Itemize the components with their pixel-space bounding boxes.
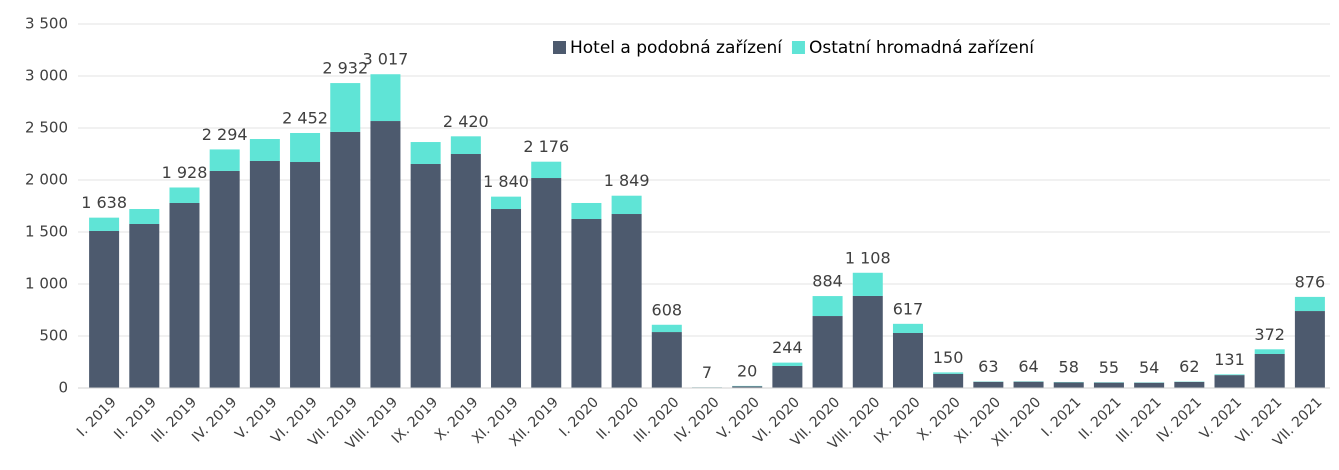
total-label: 876 xyxy=(1295,272,1326,291)
legend-swatch xyxy=(791,41,805,54)
total-label: 884 xyxy=(812,272,843,291)
bar-segment xyxy=(209,170,240,388)
total-label: 62 xyxy=(1179,357,1199,376)
bar-segment xyxy=(651,324,682,333)
bar-segment xyxy=(772,362,803,366)
total-label: 150 xyxy=(933,348,964,367)
y-tick-label: 0 xyxy=(58,379,68,397)
bar-segment xyxy=(410,163,441,388)
bar-segment xyxy=(330,83,361,132)
legend-swatch xyxy=(553,41,566,54)
bar-segment xyxy=(290,132,321,163)
bar-segment xyxy=(892,323,923,333)
bar-segment xyxy=(249,160,280,388)
y-tick-label: 1 000 xyxy=(25,275,68,293)
legend-label: Hotel a podobná zařízení xyxy=(570,38,783,58)
bar-segment xyxy=(450,154,481,388)
bar-segment xyxy=(290,162,321,388)
bar-segment xyxy=(812,296,843,317)
bar-segment xyxy=(89,230,120,388)
legend-label: Ostatní hromadná zařízení xyxy=(809,38,1035,58)
total-label: 55 xyxy=(1099,358,1119,377)
bar-segment xyxy=(933,372,964,374)
bar-segment xyxy=(571,202,602,219)
total-label: 1 638 xyxy=(81,193,127,212)
y-tick-label: 3 000 xyxy=(25,67,68,85)
bar-segment xyxy=(1214,375,1245,388)
total-label: 617 xyxy=(893,299,924,318)
total-label: 54 xyxy=(1139,358,1159,377)
bar-segment xyxy=(933,373,964,388)
total-label: 372 xyxy=(1254,325,1285,344)
total-label: 2 294 xyxy=(202,125,248,144)
total-label: 1 840 xyxy=(483,172,529,191)
bar-segment xyxy=(1294,296,1325,312)
total-label: 58 xyxy=(1059,357,1079,376)
bar-segment xyxy=(410,142,441,164)
bar-segment xyxy=(491,196,522,210)
bar-segment xyxy=(1053,382,1084,388)
y-tick-label: 2 500 xyxy=(25,119,68,137)
bar-segment xyxy=(852,295,883,388)
total-label: 2 420 xyxy=(443,112,489,131)
total-label: 20 xyxy=(737,361,757,380)
total-label: 3 017 xyxy=(363,50,409,69)
bar-segment xyxy=(852,272,883,296)
bar-segment xyxy=(651,332,682,388)
bar-segment xyxy=(370,121,401,389)
total-label: 1 108 xyxy=(845,248,891,267)
total-label: 2 176 xyxy=(523,137,569,156)
y-tick-label: 1 500 xyxy=(25,223,68,241)
bar-segment xyxy=(450,136,481,154)
bar-segment xyxy=(611,214,642,388)
total-label: 131 xyxy=(1214,350,1245,369)
total-label: 2 452 xyxy=(282,108,328,127)
bar-segment xyxy=(129,209,160,224)
bar-segment xyxy=(531,178,562,388)
total-label: 608 xyxy=(652,300,683,319)
x-tick-label: IV. 2019 xyxy=(189,394,240,445)
x-tick-label: IV. 2020 xyxy=(671,394,722,445)
total-label: 1 849 xyxy=(604,171,650,190)
total-label: 244 xyxy=(772,338,803,357)
bar-segment xyxy=(89,217,120,231)
bar-segment xyxy=(531,161,562,179)
bar-segment xyxy=(1013,381,1044,388)
bar-segment xyxy=(732,386,763,388)
y-tick-label: 2 000 xyxy=(25,171,68,189)
bar-segment xyxy=(772,365,803,388)
bar-segment xyxy=(1254,349,1285,354)
bar-segment xyxy=(812,316,843,388)
bar-segment xyxy=(330,131,361,388)
bar-segment xyxy=(1093,382,1124,388)
total-label: 2 932 xyxy=(322,59,368,78)
y-tick-label: 3 500 xyxy=(25,15,68,33)
bar-segment xyxy=(169,202,200,388)
bar-segment xyxy=(973,381,1004,388)
bar-segment xyxy=(370,74,401,122)
bar-segment xyxy=(571,219,602,388)
bar-segment xyxy=(1174,381,1205,388)
x-tick-label: IV. 2021 xyxy=(1154,394,1205,445)
bar-segment xyxy=(1254,353,1285,388)
total-label: 1 928 xyxy=(162,163,208,182)
total-label: 63 xyxy=(978,357,998,376)
bar-segment xyxy=(892,332,923,388)
bar-segment xyxy=(1294,311,1325,388)
total-label: 7 xyxy=(702,363,712,382)
bar-segment xyxy=(129,223,160,388)
bar-segment xyxy=(1214,374,1245,376)
y-tick-label: 500 xyxy=(39,327,68,345)
bar-segment xyxy=(249,139,280,161)
bar-segment xyxy=(1134,382,1165,388)
bar-segment xyxy=(169,187,200,203)
bar-segment xyxy=(209,149,240,171)
total-label: 64 xyxy=(1018,357,1038,376)
bar-segment xyxy=(611,195,642,215)
bar-segment xyxy=(491,209,522,388)
